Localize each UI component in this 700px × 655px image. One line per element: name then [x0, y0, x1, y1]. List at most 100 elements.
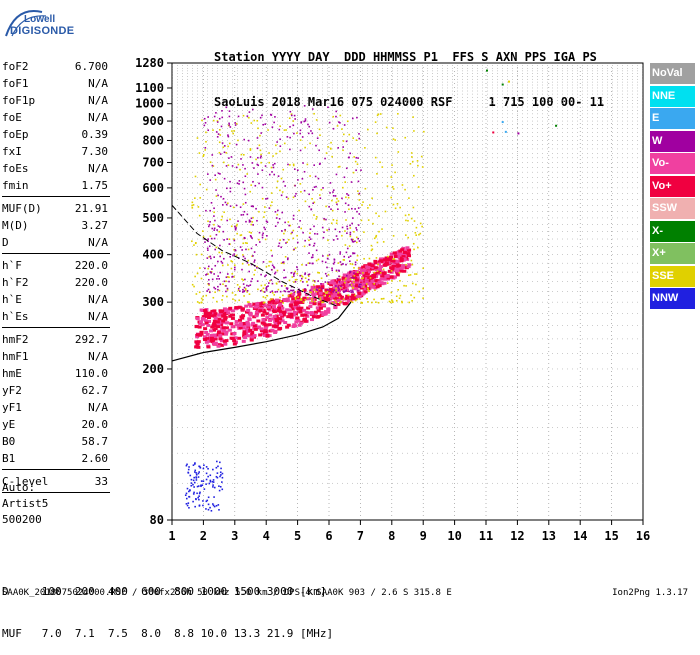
echo-point — [232, 298, 234, 300]
echo-point — [308, 125, 311, 128]
echo-point — [203, 338, 208, 342]
echo-point — [198, 492, 201, 495]
echo-point — [417, 164, 419, 167]
echo-point — [301, 277, 303, 280]
echo-point — [191, 204, 193, 207]
echo-point — [243, 187, 246, 190]
x-tick-label: 4 — [263, 529, 270, 543]
echo-point — [213, 215, 215, 217]
echo-point — [323, 312, 328, 316]
echo-point — [245, 320, 250, 324]
echo-point — [299, 290, 301, 293]
echo-point — [311, 108, 314, 110]
echo-point — [350, 181, 353, 183]
echo-point — [222, 146, 225, 149]
echo-point — [314, 288, 317, 291]
autoscaling-info: Auto: Artist5 500200 — [2, 480, 48, 528]
echo-point — [289, 110, 292, 113]
param-key: foF2 — [2, 60, 29, 73]
echo-point — [377, 113, 380, 116]
echo-point — [207, 173, 209, 175]
echo-point — [319, 297, 324, 301]
echo-point — [204, 340, 209, 344]
echo-point — [394, 207, 397, 210]
x-tick-label: 5 — [294, 529, 301, 543]
echo-point — [217, 313, 222, 317]
echo-point — [207, 116, 209, 118]
echo-point — [271, 290, 274, 292]
echo-point — [252, 255, 254, 257]
echo-point — [332, 219, 335, 221]
echo-point — [222, 257, 225, 260]
echo-point — [286, 258, 289, 261]
echo-point — [275, 217, 278, 219]
echo-point — [316, 285, 321, 289]
echo-point — [356, 163, 359, 166]
param-value: N/A — [88, 111, 108, 124]
param-row: foE N/A — [2, 109, 108, 126]
echo-point — [310, 285, 315, 289]
echo-point — [242, 283, 245, 285]
echo-point — [278, 302, 283, 306]
param-row: h`F 220.0 — [2, 257, 108, 274]
echo-point — [251, 221, 254, 223]
echo-point — [219, 271, 222, 274]
echo-point — [313, 164, 316, 166]
echo-point — [304, 310, 309, 314]
echo-point — [219, 153, 222, 155]
echo-point — [294, 195, 296, 197]
param-value: N/A — [88, 94, 108, 107]
echo-point — [244, 278, 246, 281]
echo-point — [354, 273, 359, 277]
echo-point — [299, 183, 302, 185]
echo-point — [325, 152, 328, 154]
y-tick-label: 80 — [150, 513, 164, 527]
echo-point — [280, 319, 285, 323]
echo-point — [214, 248, 217, 251]
echo-point — [326, 292, 331, 296]
echo-point — [293, 306, 298, 310]
echo-point — [243, 290, 245, 293]
echo-point — [232, 339, 237, 343]
echo-point — [344, 277, 349, 281]
echo-point — [248, 293, 251, 295]
echo-point — [320, 188, 323, 191]
echo-point — [273, 325, 278, 329]
echo-point — [356, 210, 358, 213]
echo-point — [235, 143, 238, 146]
echo-point — [418, 290, 421, 293]
echo-point — [197, 496, 199, 499]
echo-point — [262, 123, 265, 126]
echo-point — [313, 112, 315, 115]
echo-point — [318, 128, 321, 131]
echo-point — [248, 231, 251, 233]
echo-point — [293, 275, 295, 277]
echo-point — [303, 313, 308, 317]
echo-point — [205, 273, 208, 276]
echo-point — [338, 165, 341, 168]
echo-point — [290, 300, 295, 304]
echo-point — [221, 251, 223, 254]
echo-point — [329, 182, 332, 184]
echo-point — [311, 298, 313, 300]
echo-point — [273, 307, 278, 311]
echo-point — [321, 313, 326, 317]
echo-point — [251, 162, 254, 164]
echo-point — [219, 485, 222, 488]
echo-point — [392, 127, 394, 129]
echo-point — [351, 117, 354, 120]
echo-point — [408, 197, 410, 199]
echo-point — [309, 238, 312, 240]
echo-point — [300, 191, 302, 193]
echo-point — [256, 147, 259, 150]
echo-point — [261, 169, 264, 172]
echo-point — [197, 485, 200, 487]
echo-point — [216, 476, 219, 479]
param-value: 62.7 — [81, 384, 109, 397]
param-key: hmF2 — [2, 333, 29, 346]
echo-point — [317, 258, 320, 261]
echo-point — [263, 211, 266, 213]
echo-point — [270, 192, 273, 194]
echo-point — [327, 146, 329, 148]
echo-point — [227, 202, 229, 205]
